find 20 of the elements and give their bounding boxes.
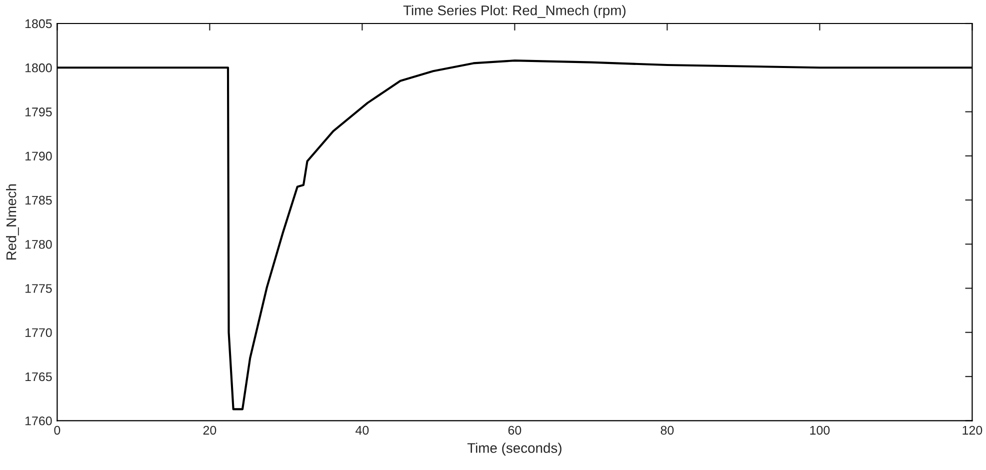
- y-axis-title: Red_Nmech: [6, 184, 19, 260]
- x-tick-label: 0: [54, 426, 60, 435]
- chart-title: Time Series Plot: Red_Nmech (rpm): [403, 5, 626, 18]
- y-tick-label: 1785: [25, 196, 52, 205]
- y-tick-label: 1800: [25, 63, 52, 72]
- y-tick-label: 1780: [25, 240, 52, 249]
- y-tick-label: 1790: [25, 152, 52, 161]
- y-tick-label: 1760: [25, 416, 52, 426]
- y-tick-label: 1775: [25, 284, 52, 293]
- x-tick-label: 20: [203, 426, 216, 435]
- y-tick-label: 1765: [25, 372, 52, 382]
- y-tick-label: 1795: [25, 108, 52, 116]
- y-tick-label: 1770: [25, 328, 52, 338]
- x-tick-label: 60: [508, 426, 522, 435]
- x-tick-label: 100: [810, 426, 830, 435]
- x-axis-title: Time (seconds): [467, 442, 562, 456]
- x-tick-label: 120: [962, 426, 982, 435]
- x-tick-label: 80: [660, 426, 674, 435]
- x-tick-label: 40: [356, 426, 369, 435]
- y-tick-label: 1805: [25, 19, 52, 28]
